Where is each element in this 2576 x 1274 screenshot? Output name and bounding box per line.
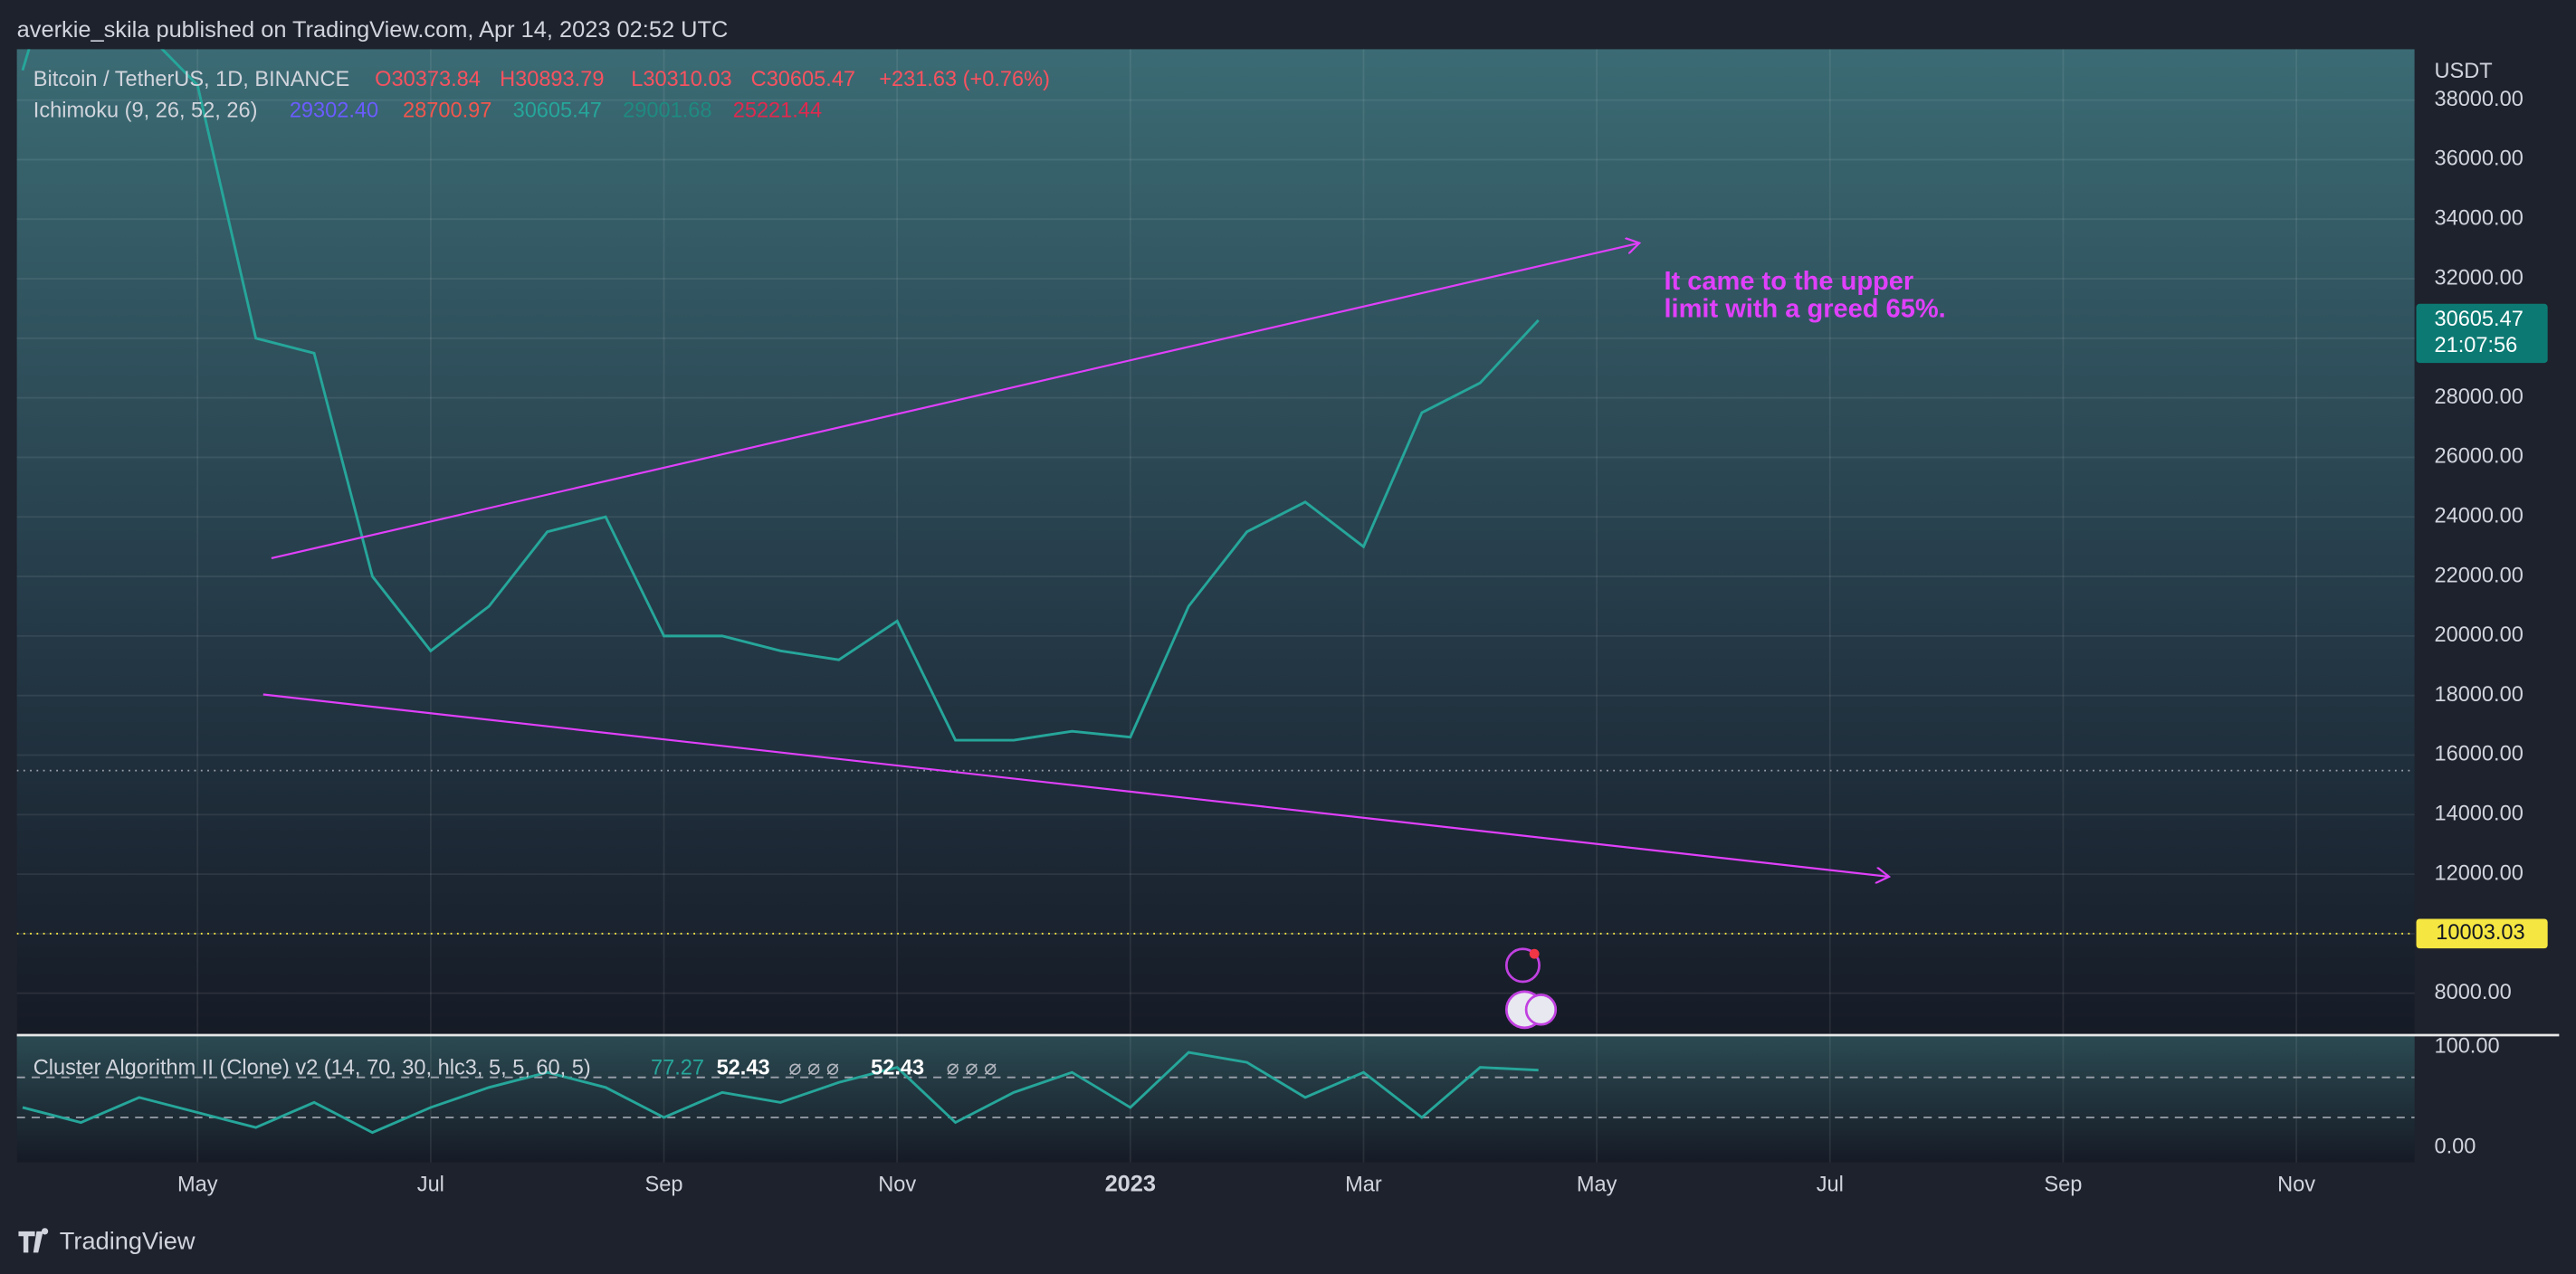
ohlc: C30605.47 <box>751 67 855 90</box>
price-plot <box>16 49 2415 935</box>
y-tick-label: 12000.00 <box>2434 860 2523 884</box>
event-icon[interactable] <box>1504 947 1541 984</box>
event-dot <box>1529 948 1540 959</box>
indicator-value: 29302.40 <box>290 99 378 122</box>
y-tick-label: 14000.00 <box>2434 802 2523 825</box>
last-price-box <box>2416 303 2548 364</box>
x-tick-label: May <box>1577 1172 1617 1195</box>
y-tick-label: 28000.00 <box>2434 385 2523 408</box>
indicator-value: 52.43 <box>871 1055 924 1079</box>
ohlc: L30310.03 <box>631 67 731 90</box>
y-tick-label: 22000.00 <box>2434 563 2523 586</box>
y-tick-label: 34000.00 <box>2434 205 2523 229</box>
ohlc: H30893.79 <box>500 67 604 90</box>
y-tick-label: 100.00 <box>2434 1034 2499 1058</box>
y-tick-label: 24000.00 <box>2434 503 2523 527</box>
marked-level-box <box>2416 918 2548 949</box>
y-tick-label: 18000.00 <box>2434 682 2523 706</box>
price-pane <box>16 49 2415 1035</box>
indicator-label: Cluster Algorithm II (Clone) v2 (14, 70,… <box>33 1055 591 1079</box>
price-axis <box>2414 49 2560 1163</box>
flag-icon[interactable] <box>1524 994 1558 1026</box>
lower-trendline <box>262 693 1889 877</box>
y-tick-label: 8000.00 <box>2434 980 2511 1003</box>
ohlc: +231.63 (+0.76%) <box>879 67 1050 90</box>
annotation: It came to the upper <box>1665 267 1914 296</box>
ohlc: O30373.84 <box>375 67 481 90</box>
indicator-value: 30605.47 <box>513 99 602 122</box>
y-tick-label: 20000.00 <box>2434 623 2523 646</box>
countdown-label: 21:07:56 <box>2434 333 2517 357</box>
indicator-value: 29001.68 <box>623 99 711 122</box>
x-tick-label: Jul <box>417 1172 444 1195</box>
indicator-value: 77.27 <box>651 1055 704 1079</box>
x-tick-label: Sep <box>645 1172 683 1195</box>
y-tick-label: 32000.00 <box>2434 265 2523 289</box>
indicator-value: ⌀ ⌀ ⌀ <box>788 1055 839 1079</box>
series-line <box>22 1051 1539 1135</box>
last-price-label: 30605.47 <box>2434 307 2523 330</box>
x-tick-label: May <box>177 1172 218 1195</box>
brand-logo <box>18 1228 49 1253</box>
indicator-value: 25221.44 <box>733 99 822 122</box>
y-tick-label: 36000.00 <box>2434 147 2523 170</box>
brand: TradingView <box>18 1227 196 1255</box>
x-tick-label: Nov <box>2277 1172 2315 1195</box>
upper-trendline <box>271 243 1639 559</box>
publish-title: averkie_skila published on TradingView.c… <box>17 17 729 43</box>
time-axis <box>16 1162 2415 1212</box>
y-tick-label: 0.00 <box>2434 1134 2476 1157</box>
x-tick-label: Mar <box>1345 1172 1382 1195</box>
indicator-value: 52.43 <box>717 1055 770 1079</box>
symbol-label: Bitcoin / TetherUS, 1D, BINANCE <box>33 67 349 90</box>
labels: 8000.0010000.0012000.0014000.0016000.001… <box>177 87 2548 1197</box>
oscillator-plot <box>16 1051 2415 1135</box>
x-tick-label: 2023 <box>1105 1172 1156 1197</box>
brand-name: TradingView <box>60 1227 196 1255</box>
grid <box>16 49 2415 1163</box>
indicator-value: ⌀ ⌀ ⌀ <box>947 1055 997 1079</box>
annotation: limit with a greed 65%. <box>1665 295 1946 324</box>
y-tick-label: 16000.00 <box>2434 742 2523 765</box>
x-tick-label: Nov <box>878 1172 916 1195</box>
indicator-label: Ichimoku (9, 26, 52, 26) <box>33 99 258 122</box>
x-tick-label: Jul <box>1817 1172 1844 1195</box>
axis-unit: USDT <box>2434 59 2492 82</box>
y-tick-label: 26000.00 <box>2434 444 2523 468</box>
series-line <box>21 49 1540 742</box>
y-tick-label: 38000.00 <box>2434 87 2523 110</box>
x-tick-label: Sep <box>2044 1172 2082 1195</box>
marked-level-label: 10003.03 <box>2436 920 2524 944</box>
indicator-value: 28700.97 <box>403 99 491 122</box>
